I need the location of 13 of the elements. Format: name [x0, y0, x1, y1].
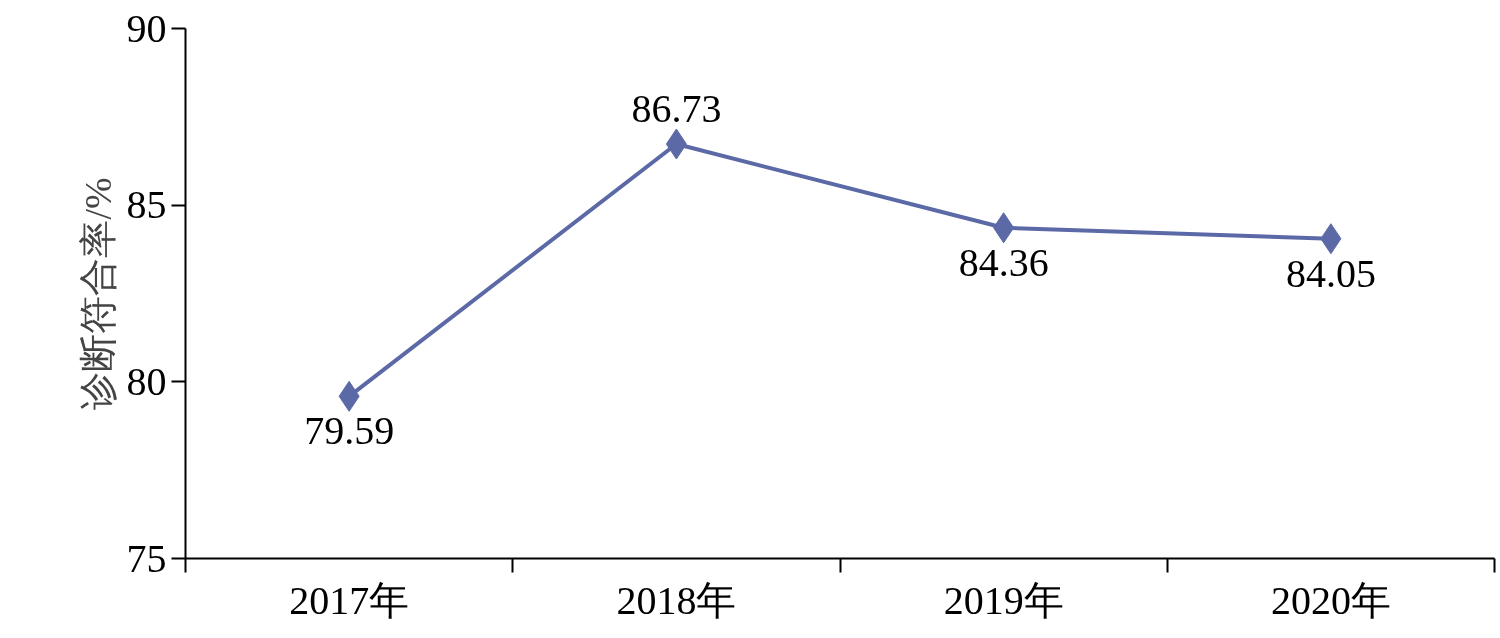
y-tick-label: 85 — [126, 182, 167, 228]
x-tick-label: 2018年 — [616, 577, 737, 623]
y-tick-label: 75 — [126, 535, 167, 581]
data-label: 79.59 — [304, 408, 395, 454]
data-label: 84.36 — [958, 239, 1049, 285]
y-tick-label: 80 — [126, 358, 167, 404]
x-tick-label: 2017年 — [289, 577, 410, 623]
data-label: 84.05 — [1285, 250, 1376, 296]
y-tick-label: 90 — [126, 5, 167, 51]
y-axis-title: 诊断符合率/% — [76, 177, 119, 410]
x-tick-label: 2019年 — [943, 577, 1064, 623]
data-label: 86.73 — [631, 86, 722, 132]
x-tick-label: 2020年 — [1270, 577, 1391, 623]
